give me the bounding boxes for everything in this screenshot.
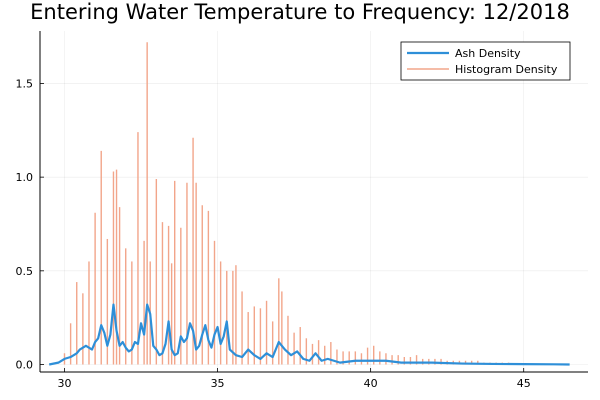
ash-line-group	[48, 303, 570, 366]
histogram-bars	[63, 42, 510, 365]
ash-density-line	[48, 303, 570, 366]
x-tick-label: 30	[57, 377, 71, 390]
y-tick-label: 1.0	[16, 171, 34, 184]
y-tick-label: 0.5	[16, 265, 34, 278]
x-tick-label: 35	[211, 377, 225, 390]
axes	[39, 31, 588, 373]
tick-labels: 30 35 40 45 0.0 0.5 1.0 1.5	[16, 77, 531, 390]
y-tick-label: 0.0	[16, 359, 34, 372]
legend-label-ash: Ash Density	[455, 47, 521, 60]
chart-title: Entering Water Temperature to Frequency:…	[30, 0, 570, 24]
y-tick-label: 1.5	[16, 77, 34, 90]
legend-label-hist: Histogram Density	[455, 63, 558, 76]
grid-lines	[40, 31, 588, 372]
legend: Ash Density Histogram Density	[400, 41, 571, 81]
legend-box	[400, 41, 571, 81]
x-tick-label: 45	[517, 377, 531, 390]
x-tick-label: 40	[364, 377, 378, 390]
